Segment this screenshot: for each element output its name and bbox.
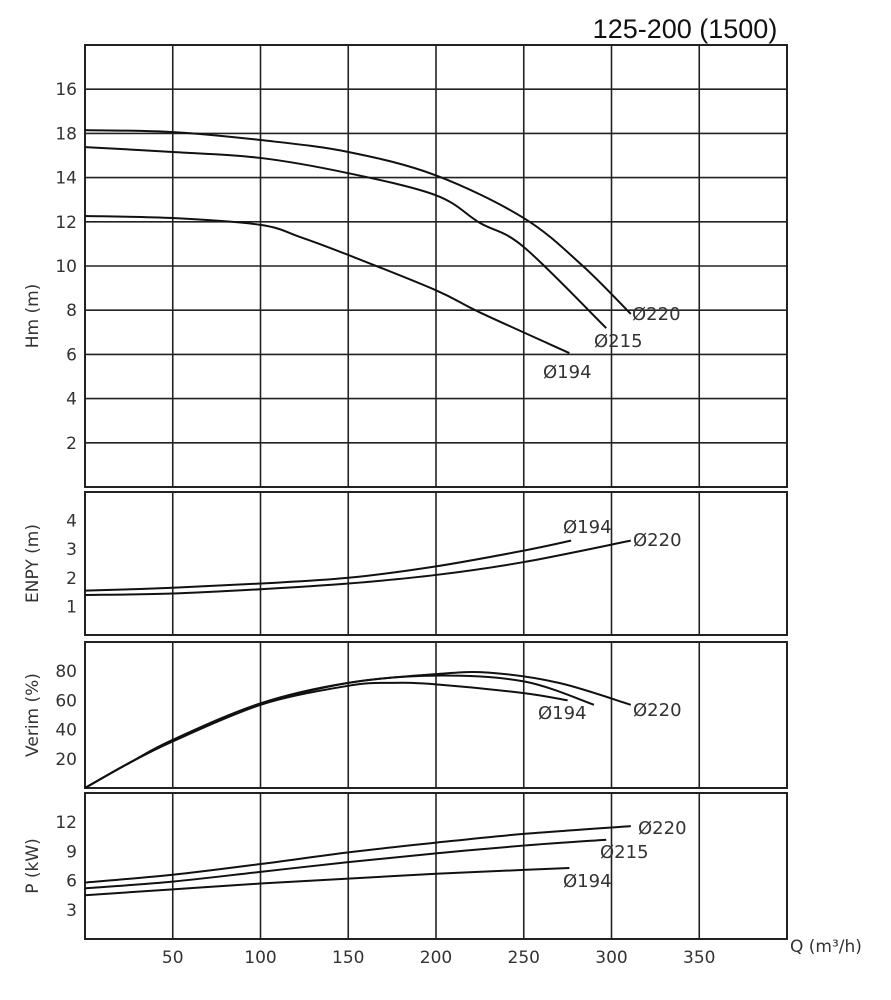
- y-axis-label: Hm (m): [23, 284, 43, 349]
- y-tick-label: 16: [55, 80, 77, 100]
- y-tick-label: 2: [66, 434, 77, 454]
- y-axis-label: P (kW): [23, 838, 43, 894]
- y-tick-label: 18: [55, 124, 77, 144]
- y-tick-label: 60: [55, 691, 77, 711]
- x-tick-label: 150: [332, 948, 364, 968]
- y-tick-label: 6: [66, 872, 77, 892]
- curve-label: Ø220: [633, 530, 682, 551]
- curve-power-d215: [84, 838, 607, 890]
- panel-npsh: 4 3 2 1 ENPY (m) Ø194 Ø220: [23, 491, 788, 636]
- curve-head-d194: [84, 215, 570, 354]
- x-tick-label: 200: [420, 948, 452, 968]
- curve-efficiency-d220: [84, 671, 632, 789]
- curve-head-d215: [84, 146, 607, 329]
- curve-label: Ø194: [563, 517, 612, 538]
- curve-efficiency-d194: [84, 681, 568, 789]
- curve-label: Ø215: [594, 331, 643, 352]
- y-tick-label: 8: [66, 301, 77, 321]
- y-tick-label: 1: [66, 597, 77, 617]
- panel-power: 12 9 6 3 P (kW) Ø220 Ø215 Ø194: [23, 792, 788, 940]
- y-axis-label: ENPY (m): [23, 524, 43, 603]
- x-tick-label: 250: [508, 948, 540, 968]
- y-tick-label: 4: [66, 512, 77, 532]
- curve-label: Ø220: [633, 700, 682, 721]
- x-tick-label: 100: [244, 948, 276, 968]
- curve-label: Ø194: [543, 362, 592, 383]
- curve-label: Ø215: [600, 842, 649, 863]
- panel-frame: [84, 44, 788, 488]
- curve-power-d220: [84, 825, 631, 884]
- y-axis-label: Verim (%): [23, 673, 43, 757]
- curve-label: Ø220: [638, 818, 687, 839]
- y-tick-label: 12: [55, 213, 77, 233]
- curve-label: Ø220: [632, 304, 681, 325]
- y-tick-label: 12: [55, 813, 77, 833]
- curve-head-d220: [84, 129, 632, 315]
- chart-title: 125-200 (1500): [593, 14, 778, 44]
- panel-efficiency: 80 60 40 20 Verim (%) Ø194 Ø220: [23, 641, 788, 789]
- curve-power-d194: [84, 866, 570, 897]
- curve-npsh-d194: [84, 539, 572, 592]
- x-tick-label: 50: [162, 948, 184, 968]
- y-tick-label: 20: [55, 750, 77, 770]
- panel-frame: [84, 491, 788, 636]
- y-tick-label: 10: [55, 257, 77, 277]
- y-tick-label: 2: [66, 569, 77, 589]
- y-tick-label: 3: [66, 901, 77, 921]
- curve-npsh-d220: [84, 539, 632, 596]
- y-tick-label: 3: [66, 540, 77, 560]
- y-tick-label: 6: [66, 345, 77, 365]
- panel-frame: [84, 792, 788, 940]
- y-tick-label: 9: [66, 842, 77, 862]
- x-tick-label: 300: [595, 948, 627, 968]
- y-tick-label: 40: [55, 721, 77, 741]
- y-tick-label: 4: [66, 390, 77, 410]
- panel-frame: [84, 641, 788, 789]
- curve-label: Ø194: [538, 703, 587, 724]
- curve-label: Ø194: [563, 871, 612, 892]
- y-tick-label: 80: [55, 662, 77, 682]
- x-axis-label: Q (m³/h): [790, 937, 862, 957]
- x-tick-label: 350: [683, 948, 715, 968]
- y-tick-label: 14: [55, 169, 77, 189]
